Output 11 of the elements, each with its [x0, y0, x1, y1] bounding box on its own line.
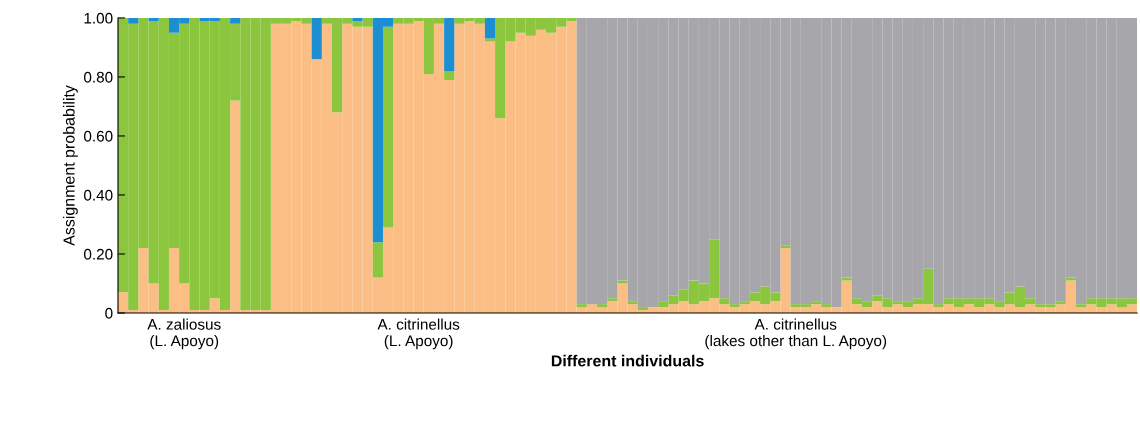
y-tick-label: 0.60: [83, 130, 113, 142]
x-tick-label: A. citrinellus (lakes other than L. Apoyo): [705, 318, 887, 350]
y-axis-title: Assignment probability: [62, 85, 78, 246]
x-tick-label: A. zaliosus (L. Apoyo): [147, 318, 221, 350]
x-tick-label: A. citrinellus (L. Apoyo): [377, 318, 460, 350]
y-tick-label: 0.40: [83, 189, 113, 201]
y-tick-label: 1.00: [84, 12, 113, 24]
y-tick-label: 0.80: [83, 71, 113, 83]
y-tick-label: 0.20: [83, 248, 113, 260]
y-tick-label: 0: [105, 307, 113, 319]
x-axis-title: Different individuals: [551, 354, 704, 367]
